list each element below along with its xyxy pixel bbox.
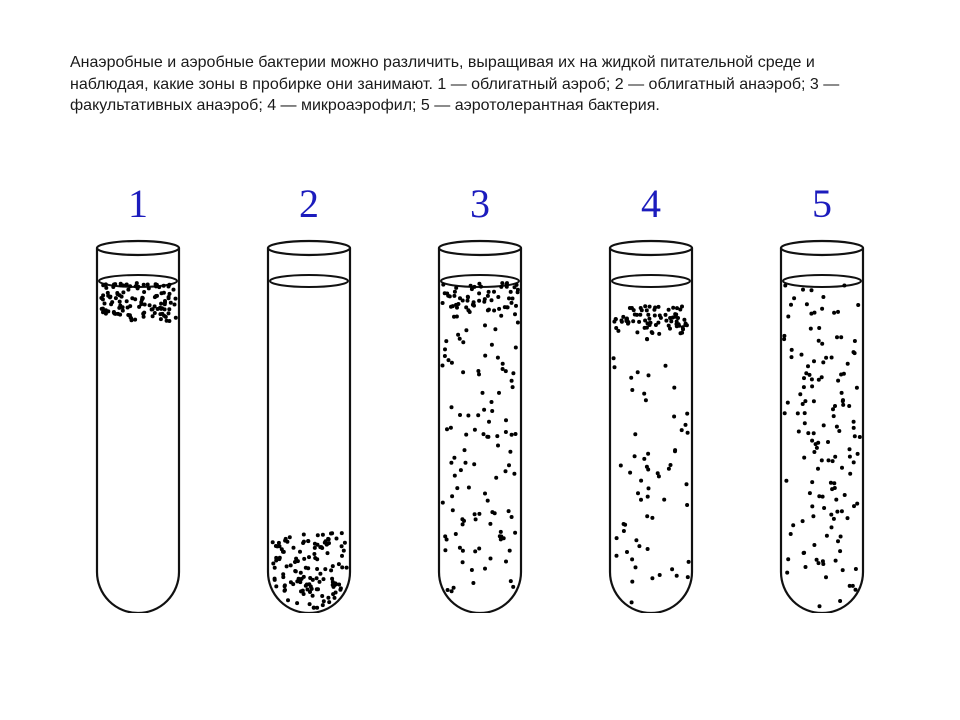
tube-label: 2 <box>299 180 319 227</box>
tube-column-4: 4 <box>598 180 704 618</box>
tubes-row: 1 2 3 4 5 <box>85 180 875 618</box>
tube-label: 5 <box>812 180 832 227</box>
test-tube <box>769 233 875 618</box>
test-tube <box>598 233 704 618</box>
test-tube-svg <box>256 233 362 613</box>
figure-caption: Анаэробные и аэробные бактерии можно раз… <box>70 52 890 117</box>
test-tube-svg <box>427 233 533 613</box>
test-tube <box>85 233 191 618</box>
test-tube <box>256 233 362 618</box>
tube-label: 3 <box>470 180 490 227</box>
tube-label: 4 <box>641 180 661 227</box>
test-tube-svg <box>598 233 704 613</box>
test-tube-svg <box>769 233 875 613</box>
tube-label: 1 <box>128 180 148 227</box>
test-tube <box>427 233 533 618</box>
test-tube-svg <box>85 233 191 613</box>
tube-column-1: 1 <box>85 180 191 618</box>
tube-column-2: 2 <box>256 180 362 618</box>
tube-column-5: 5 <box>769 180 875 618</box>
tube-column-3: 3 <box>427 180 533 618</box>
